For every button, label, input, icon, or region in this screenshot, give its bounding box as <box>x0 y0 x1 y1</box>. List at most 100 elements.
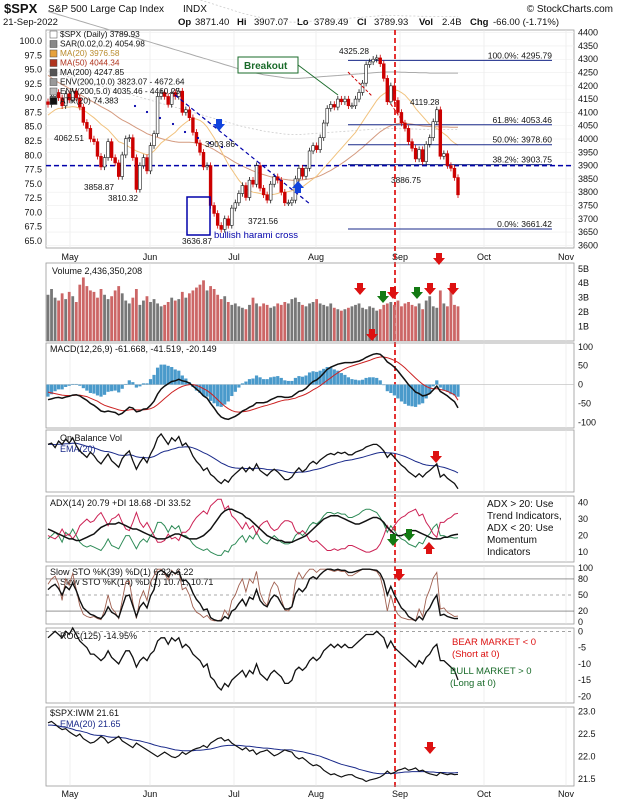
obv-line <box>47 432 459 490</box>
header-value-1: 3907.07 <box>254 17 288 28</box>
fib-label: 61.8%: 4053.46 <box>492 115 552 125</box>
candle-body <box>233 202 238 209</box>
macd-histogram-bar <box>223 384 227 405</box>
macd-histogram-bar <box>392 384 396 396</box>
ratio-title: $SPX:IWM 21.61 <box>50 708 119 718</box>
volume-bar <box>46 294 50 341</box>
volume-bar <box>389 302 393 341</box>
candle-body <box>346 98 351 107</box>
macd-histogram-bar <box>403 384 407 404</box>
atr-tick-label: 92.5 <box>24 79 42 89</box>
macd-histogram-bar <box>74 383 78 385</box>
volume-bar <box>368 306 372 341</box>
bottom-x-axis-label: Oct <box>477 789 492 799</box>
candle-body <box>392 85 397 101</box>
volume-bar <box>202 280 205 341</box>
volume-signal-arrow <box>433 253 445 265</box>
macd-histogram-bar <box>304 375 308 385</box>
volume-bar <box>283 302 287 341</box>
candle-body <box>318 137 322 150</box>
volume-bar <box>64 299 68 341</box>
candle-body <box>247 179 252 198</box>
macd-histogram-bar <box>102 384 107 395</box>
volume-bar <box>96 297 99 341</box>
macd-histogram-bar <box>290 380 294 385</box>
price-annotation: 4062.51 <box>54 133 84 143</box>
volume-bar <box>294 297 297 341</box>
legend-label: MA(200) 4247.85 <box>60 67 124 77</box>
macd-histogram-bar <box>399 384 404 402</box>
candle-body <box>445 153 450 166</box>
candle-body <box>353 98 358 107</box>
candle-body <box>120 154 124 177</box>
adx-title: ADX(14) 20.79 +DI 18.68 -DI 33.52 <box>50 498 191 508</box>
symbol-title: $SPX <box>4 1 38 16</box>
macd-histogram-bar <box>170 367 174 385</box>
price-tick-label: 3850 <box>578 174 598 184</box>
volume-bar <box>371 307 375 341</box>
macd-histogram-bar <box>346 377 351 385</box>
macd-histogram-bar <box>272 376 276 385</box>
candle-body <box>74 90 78 99</box>
x-axis-label: Sep <box>392 252 408 262</box>
ratio-ema-title: EMA(20) 21.65 <box>60 719 121 729</box>
candle-body <box>403 122 407 129</box>
candle-body <box>102 157 107 168</box>
sar-dot <box>208 141 212 145</box>
volume-bar <box>431 306 435 341</box>
volume-bar <box>428 296 432 341</box>
macd-histogram-bar <box>456 384 460 397</box>
volume-bar <box>251 297 255 341</box>
candle-body <box>456 177 460 196</box>
candle-body <box>240 185 245 194</box>
header-label-1: Hi <box>237 17 247 28</box>
candle-body <box>343 98 347 103</box>
fib-label: 100.0%: 4295.79 <box>488 50 553 60</box>
volume-bar <box>318 303 322 341</box>
ratio-tick-label: 22.0 <box>578 752 596 762</box>
index-name: S&P 500 Large Cap Index <box>48 4 164 15</box>
macd-tick-label: 100 <box>578 342 593 352</box>
macd-histogram-bar <box>212 384 216 404</box>
candle-body <box>290 199 294 204</box>
candle-body <box>215 213 220 226</box>
macd-histogram-bar <box>258 377 262 385</box>
volume-bar <box>445 306 449 341</box>
volume-bar <box>442 303 446 341</box>
breakout-label: Breakout <box>244 61 288 72</box>
x-axis-label: Jun <box>143 252 158 262</box>
volume-bar <box>74 302 78 341</box>
macd-histogram-bar <box>385 384 389 392</box>
macd-histogram-bar <box>99 384 103 397</box>
volume-bar <box>417 303 421 341</box>
atr-tick-label: 67.5 <box>24 222 42 232</box>
obv-title: On Balance Vol <box>60 433 122 443</box>
macd-histogram-bar <box>262 379 266 385</box>
volume-bar <box>219 299 223 341</box>
roc-tick-label: 0 <box>578 626 583 636</box>
volume-bar <box>177 299 181 341</box>
candle-body <box>46 101 50 105</box>
candle-body <box>300 167 305 177</box>
candle-body <box>258 165 262 189</box>
adx-note-line: ADX > 20: Use <box>487 499 554 510</box>
adx-panel-frame <box>45 495 575 563</box>
legend-label: $SPX (Daily) 3789.93 <box>60 29 140 39</box>
candle-body <box>106 141 110 158</box>
volume-signal-arrow <box>354 283 366 295</box>
macd-histogram-bar <box>421 384 425 404</box>
atr-tick-label: 97.5 <box>24 50 42 60</box>
legend-label: MA(50) 4044.34 <box>60 58 120 68</box>
adx-note-line: Momentum <box>487 535 537 546</box>
sar-dot <box>196 136 200 140</box>
macd-histogram-bar <box>201 384 206 397</box>
adx-note-line: Trend Indicators, <box>487 511 562 522</box>
macd-histogram-bar <box>163 364 167 385</box>
volume-bar <box>81 277 85 341</box>
price-annotation: 4119.28 <box>410 97 440 107</box>
volume-bar <box>127 303 131 341</box>
volume-bar <box>173 300 177 341</box>
adx-note-line: ADX < 20: Use <box>487 523 554 534</box>
macd-histogram-bar <box>155 367 160 385</box>
atr-tick-label: 65.0 <box>24 236 42 246</box>
